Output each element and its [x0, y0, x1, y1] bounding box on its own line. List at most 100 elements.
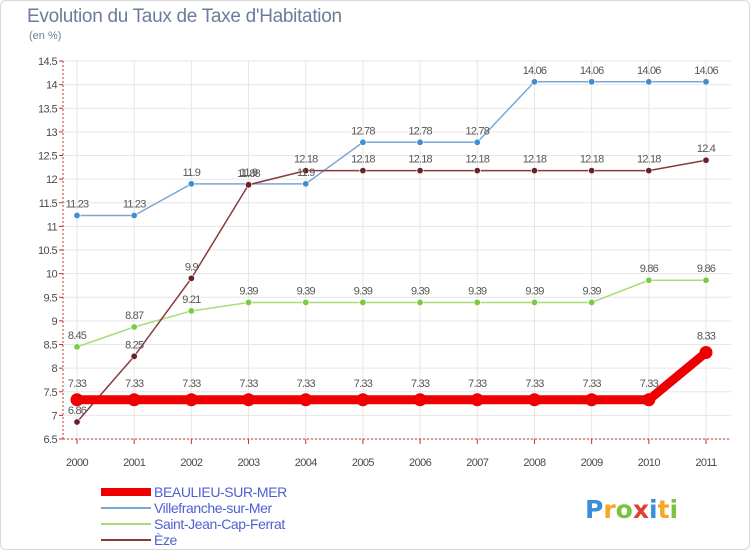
y-unit-label: (en %) [29, 30, 62, 42]
legend-item-0: BEAULIEU-SUR-MER [101, 484, 288, 500]
series-point [302, 167, 310, 175]
y-tick-label: 14.5 [38, 56, 57, 68]
series-point [530, 78, 538, 86]
data-label: 9.21 [182, 294, 201, 306]
grid-lines [63, 60, 731, 440]
y-tick-label: 11 [47, 221, 58, 233]
data-label: 7.33 [411, 378, 430, 390]
legend: BEAULIEU-SUR-MERVillefranche-sur-MerSain… [101, 484, 288, 548]
y-tick-label: 9 [51, 316, 57, 328]
data-label: 6.86 [68, 405, 87, 417]
x-tick-label: 2000 [66, 457, 89, 469]
y-tick-label: 8 [51, 363, 57, 375]
data-label: 11.9 [240, 167, 258, 179]
data-label: 14.06 [523, 65, 547, 77]
logo-letter: P [585, 495, 603, 524]
y-tick-label: 11.5 [39, 198, 58, 210]
y-tick-label: 10.5 [38, 245, 57, 257]
y-tick-label: 9.5 [44, 292, 58, 304]
series-3 [73, 156, 710, 426]
data-label: 9.39 [583, 285, 602, 297]
data-label: 12.4 [697, 143, 716, 155]
data-label: 9.9 [185, 261, 199, 273]
series-point [416, 298, 424, 306]
data-label: 9.39 [354, 285, 373, 297]
series-point [645, 276, 653, 284]
series-2 [73, 276, 710, 351]
series-point [73, 418, 81, 426]
series-point [130, 212, 138, 220]
data-label: 11.23 [123, 199, 146, 211]
series-line [72, 348, 711, 405]
data-label: 8.87 [125, 310, 144, 322]
y-tick-label: 10 [46, 269, 58, 281]
data-label: 7.33 [125, 378, 144, 390]
x-tick-label: 2011 [695, 457, 717, 469]
series-point [302, 298, 310, 306]
legend-label: Villefranche-sur-Mer [154, 500, 273, 516]
x-tick-label: 2005 [352, 457, 375, 469]
data-label: 7.33 [468, 378, 487, 390]
series-point [470, 393, 484, 407]
series-point [473, 167, 481, 175]
y-tick-label: 12 [46, 174, 58, 186]
data-label: 9.39 [411, 285, 430, 297]
data-label: 7.33 [525, 378, 544, 390]
series-point [473, 298, 481, 306]
x-tick-label: 2004 [295, 457, 318, 469]
y-tick-label: 13 [46, 127, 58, 139]
series-point [645, 78, 653, 86]
chart-title: Evolution du Taux de Taxe d'Habitation [27, 6, 342, 27]
data-label: 12.18 [580, 154, 604, 166]
series-point [642, 393, 656, 407]
series-point [302, 180, 310, 188]
logo-letter: i [670, 495, 679, 524]
data-label: 12.18 [466, 154, 490, 166]
data-label: 12.18 [294, 154, 318, 166]
series-layer [70, 78, 713, 426]
series-point [187, 274, 195, 282]
x-tick-label: 2009 [581, 457, 604, 469]
data-label: 9.39 [468, 285, 487, 297]
data-label: 9.86 [640, 263, 659, 275]
series-point [359, 167, 367, 175]
series-point [130, 323, 138, 331]
data-label: 9.39 [297, 285, 316, 297]
series-point [70, 393, 84, 407]
series-point [245, 298, 253, 306]
x-tick-label: 2010 [638, 457, 661, 469]
series-point [130, 352, 138, 360]
legend-item-1: Villefranche-sur-Mer [101, 500, 273, 516]
series-line [76, 279, 706, 348]
logo-text: Proxiti [585, 495, 678, 524]
data-label: 7.33 [182, 378, 201, 390]
series-point [530, 298, 538, 306]
series-point [184, 393, 198, 407]
x-tick-label: 2006 [409, 457, 432, 469]
series-point [299, 393, 313, 407]
legend-label: Èze [154, 532, 178, 548]
series-point [699, 346, 713, 360]
data-label: 7.33 [297, 378, 316, 390]
data-label: 9.86 [697, 263, 716, 275]
x-tick-label: 2002 [180, 457, 203, 469]
data-label: 9.39 [525, 285, 544, 297]
y-tick-label: 13.5 [38, 103, 57, 115]
series-point [187, 307, 195, 315]
x-tick-label: 2007 [466, 457, 489, 469]
data-label: 14.06 [637, 65, 661, 77]
series-point [416, 138, 424, 146]
legend-label: Saint-Jean-Cap-Ferrat [154, 516, 285, 532]
data-label: 7.33 [354, 378, 373, 390]
series-point [473, 138, 481, 146]
series-point [645, 167, 653, 175]
y-tick-label: 14 [46, 80, 58, 92]
data-label: 12.78 [408, 125, 432, 137]
series-point [187, 180, 195, 188]
series-point [702, 156, 710, 164]
data-label: 12.78 [466, 125, 490, 137]
series-point [359, 298, 367, 306]
logo-letter: i [649, 495, 658, 524]
data-labels: 11.23 11.23 11.9 11.9 11.9 12.78 12.78 12.78 14.… [66, 65, 720, 417]
